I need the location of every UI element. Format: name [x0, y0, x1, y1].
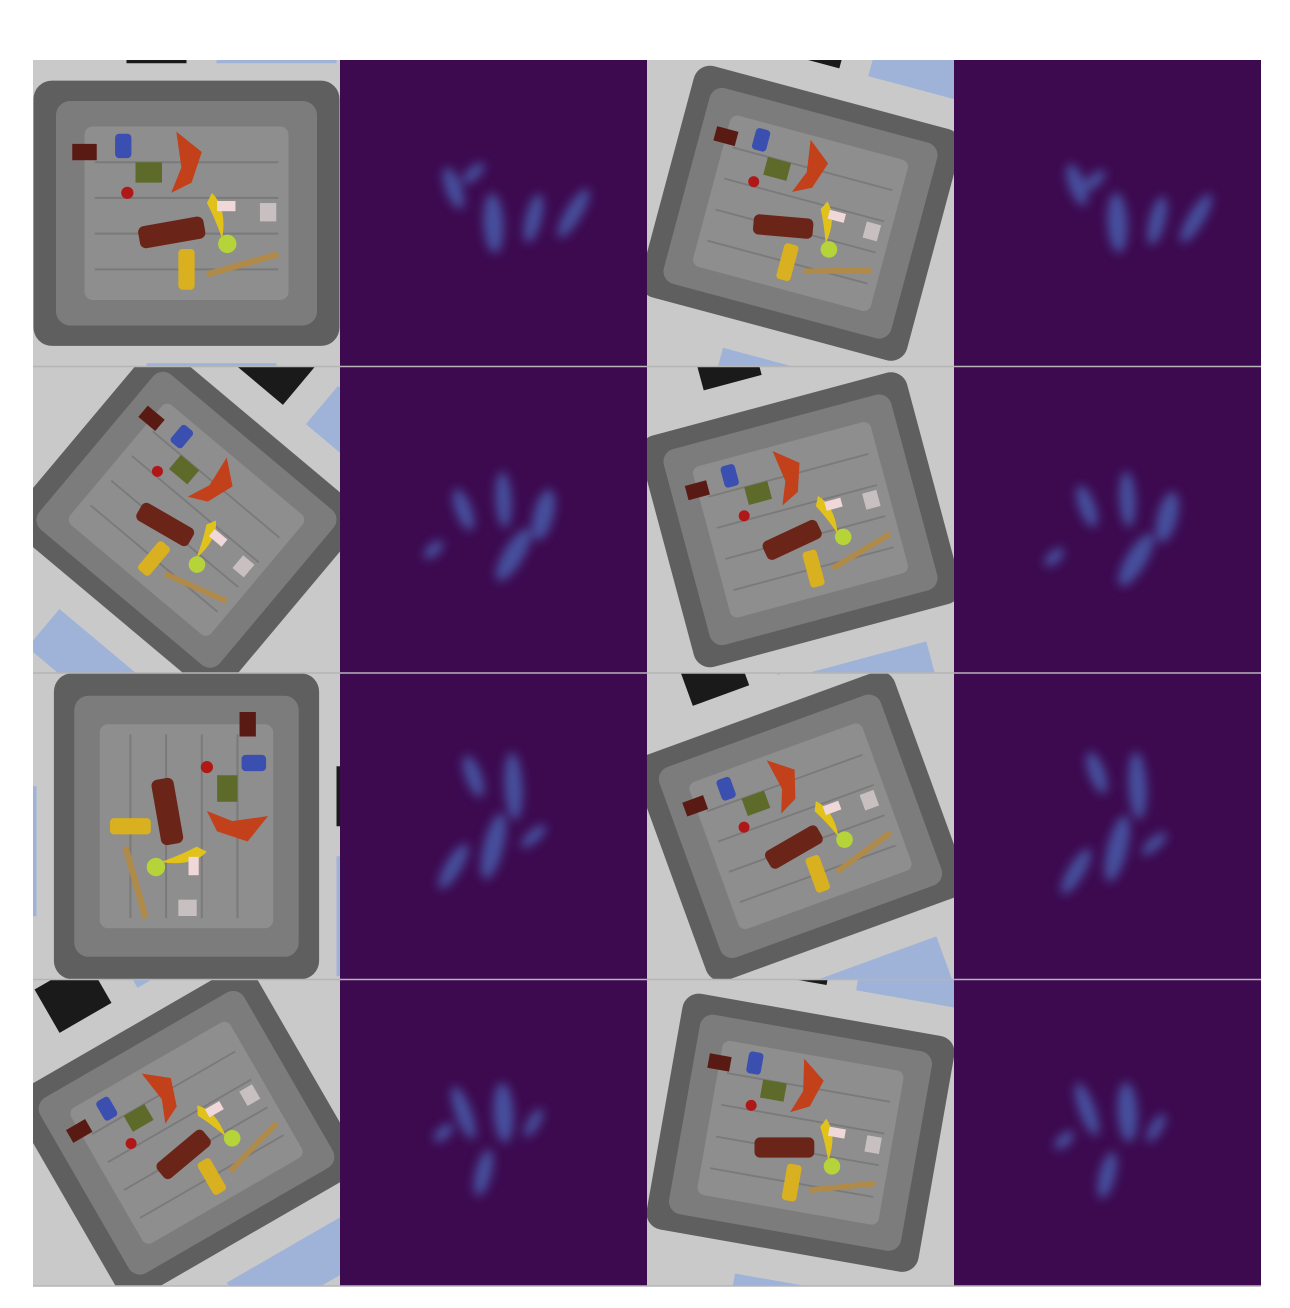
heatmap-blobs	[438, 752, 547, 889]
heat-blob	[483, 193, 504, 254]
heatmap	[340, 60, 647, 367]
heatmap-background	[340, 979, 647, 1286]
heat-blob	[433, 1123, 454, 1142]
heatmap-background	[954, 366, 1261, 673]
heat-blob	[1074, 1082, 1100, 1136]
heat-blob	[1146, 1113, 1166, 1142]
heat-blob	[493, 1082, 514, 1143]
heat-blob	[1107, 192, 1128, 253]
camera-image	[647, 366, 954, 673]
heat-blob	[438, 843, 469, 889]
heat-blob	[1141, 832, 1167, 856]
table-patch	[126, 60, 187, 64]
heatmap-background	[954, 60, 1261, 367]
heatmap	[340, 673, 647, 980]
table-patch	[226, 1217, 340, 1286]
heat-blob	[1086, 751, 1108, 794]
heatmap	[340, 366, 647, 673]
heat-blob	[1054, 1130, 1074, 1150]
heat-blob	[495, 471, 512, 528]
heatmap-background	[340, 366, 647, 673]
heat-blob	[1147, 196, 1168, 246]
heat-blob	[523, 1108, 544, 1137]
heat-blob	[1066, 163, 1088, 206]
heatmap-background	[954, 979, 1261, 1286]
heatmap-blobs	[433, 1082, 544, 1197]
camera-image	[33, 60, 340, 367]
camera-image	[647, 60, 954, 367]
table-patch	[690, 366, 762, 391]
heat-blob	[1119, 471, 1136, 528]
heat-blob	[1155, 491, 1179, 543]
camera-image	[33, 673, 340, 980]
heat-blob	[473, 1149, 494, 1197]
heatmap	[340, 979, 647, 1286]
table-patch	[34, 979, 112, 1033]
heatmap	[954, 60, 1261, 367]
bin-instance	[34, 81, 340, 346]
heat-blob	[557, 188, 590, 238]
heat-blob	[504, 752, 523, 821]
heat-blob	[452, 488, 475, 531]
heat-blob	[1117, 1082, 1138, 1143]
bin-instance	[54, 673, 319, 979]
heatmap	[954, 979, 1261, 1286]
table-patch	[33, 786, 37, 917]
table-patch	[216, 60, 337, 64]
heat-blob	[1128, 751, 1147, 820]
camera-image	[33, 979, 340, 1286]
heatmap-blobs	[442, 162, 590, 254]
heatmap-blobs	[1044, 471, 1179, 587]
cells	[33, 60, 1261, 1286]
heatmap-blobs	[423, 471, 556, 581]
table-patch	[868, 60, 954, 108]
heat-blob	[495, 528, 532, 581]
table-patch	[781, 60, 853, 69]
heatmap-blobs	[1061, 751, 1167, 895]
table-patch	[146, 363, 277, 367]
heat-blob	[480, 813, 507, 880]
heatmap	[954, 673, 1261, 980]
heat-blob	[1104, 815, 1130, 882]
heat-blob	[1083, 170, 1106, 192]
heat-blob	[1180, 194, 1213, 243]
bin-instance	[644, 991, 957, 1274]
heatmap-background	[954, 673, 1261, 980]
heat-blob	[520, 824, 547, 848]
table-patch	[814, 936, 954, 980]
heat-blob	[423, 540, 444, 559]
heat-blob	[1097, 1151, 1117, 1199]
heatmap	[954, 366, 1261, 673]
heat-blob	[1118, 533, 1154, 587]
camera-image	[644, 979, 957, 1286]
heat-blob	[462, 755, 485, 798]
camera-image	[33, 366, 340, 673]
heat-blob	[462, 162, 485, 184]
table-patch	[856, 979, 954, 1012]
table-patch	[800, 641, 940, 673]
heat-blob	[1044, 547, 1064, 567]
table-patch	[33, 608, 160, 673]
heat-blob	[442, 167, 465, 210]
heat-blob	[451, 1086, 476, 1140]
heatmap-blobs	[1054, 1082, 1166, 1199]
heat-blob	[1061, 848, 1092, 895]
camera-image	[647, 673, 954, 980]
heat-blob	[531, 489, 556, 541]
heatmap-blobs	[1066, 163, 1213, 253]
table-patch	[675, 673, 750, 706]
heat-blob	[1076, 485, 1098, 528]
table-patch	[236, 366, 316, 405]
heat-blob	[523, 193, 544, 243]
table-patch	[305, 385, 340, 502]
